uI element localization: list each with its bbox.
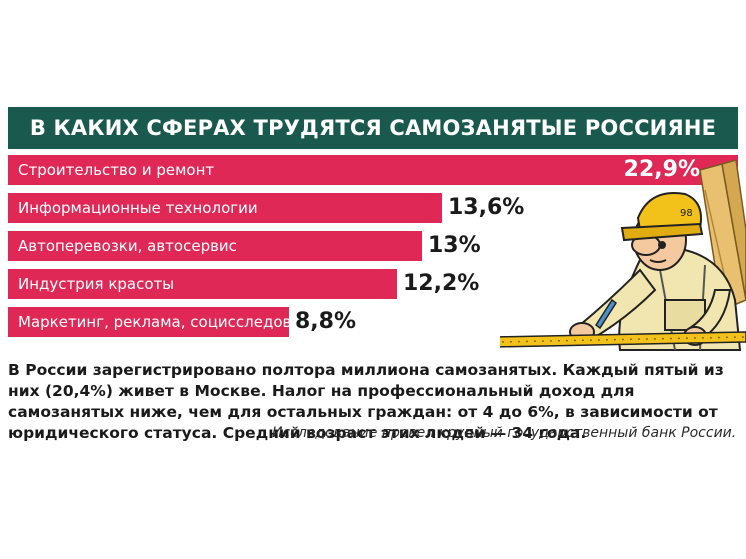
worker-illustration: 98 [500,159,746,351]
description-text: В России зарегистрировано полтора миллио… [8,361,724,442]
bar-category-label: Индустрия красоты [18,275,175,293]
bar-value-label: 12,2% [403,271,480,296]
bar-4: Индустрия красоты 12,2% [8,269,479,299]
bar-value-label: 13% [428,233,481,258]
bar-value-label: 13,6% [448,195,525,220]
pencil [594,298,618,330]
chart-title: В КАКИХ СФЕРАХ ТРУДЯТСЯ САМОЗАНЯТЫЕ РОСС… [29,116,717,140]
bar-value-label: 8,8% [295,309,357,334]
bar-3: Автоперевозки, автосервис 13% [8,231,481,261]
planks [699,159,746,312]
bar-1: Строительство и ремонт 22,9% [8,155,738,185]
bar-5: Маркетинг, реклама, социсследования 8,8% [8,307,356,337]
worker-head: 98 [620,192,704,271]
bar-value-label: 22,9% [623,157,700,182]
svg-text:98: 98 [680,208,693,219]
chart-title-bar: В КАКИХ СФЕРАХ ТРУДЯТСЯ САМОЗАНЯТЫЕ РОСС… [8,107,738,149]
bar-category-label: Маркетинг, реклама, социсследования [18,313,330,331]
bar-category-label: Информационные технологии [18,199,258,217]
source-note: Исследование провел крупный государствен… [272,425,737,441]
bar-category-label: Автоперевозки, автосервис [18,237,237,255]
bar-2: Информационные технологии 13,6% [8,193,524,223]
measuring-ruler [500,331,746,348]
bar-category-label: Строительство и ремонт [18,161,215,179]
